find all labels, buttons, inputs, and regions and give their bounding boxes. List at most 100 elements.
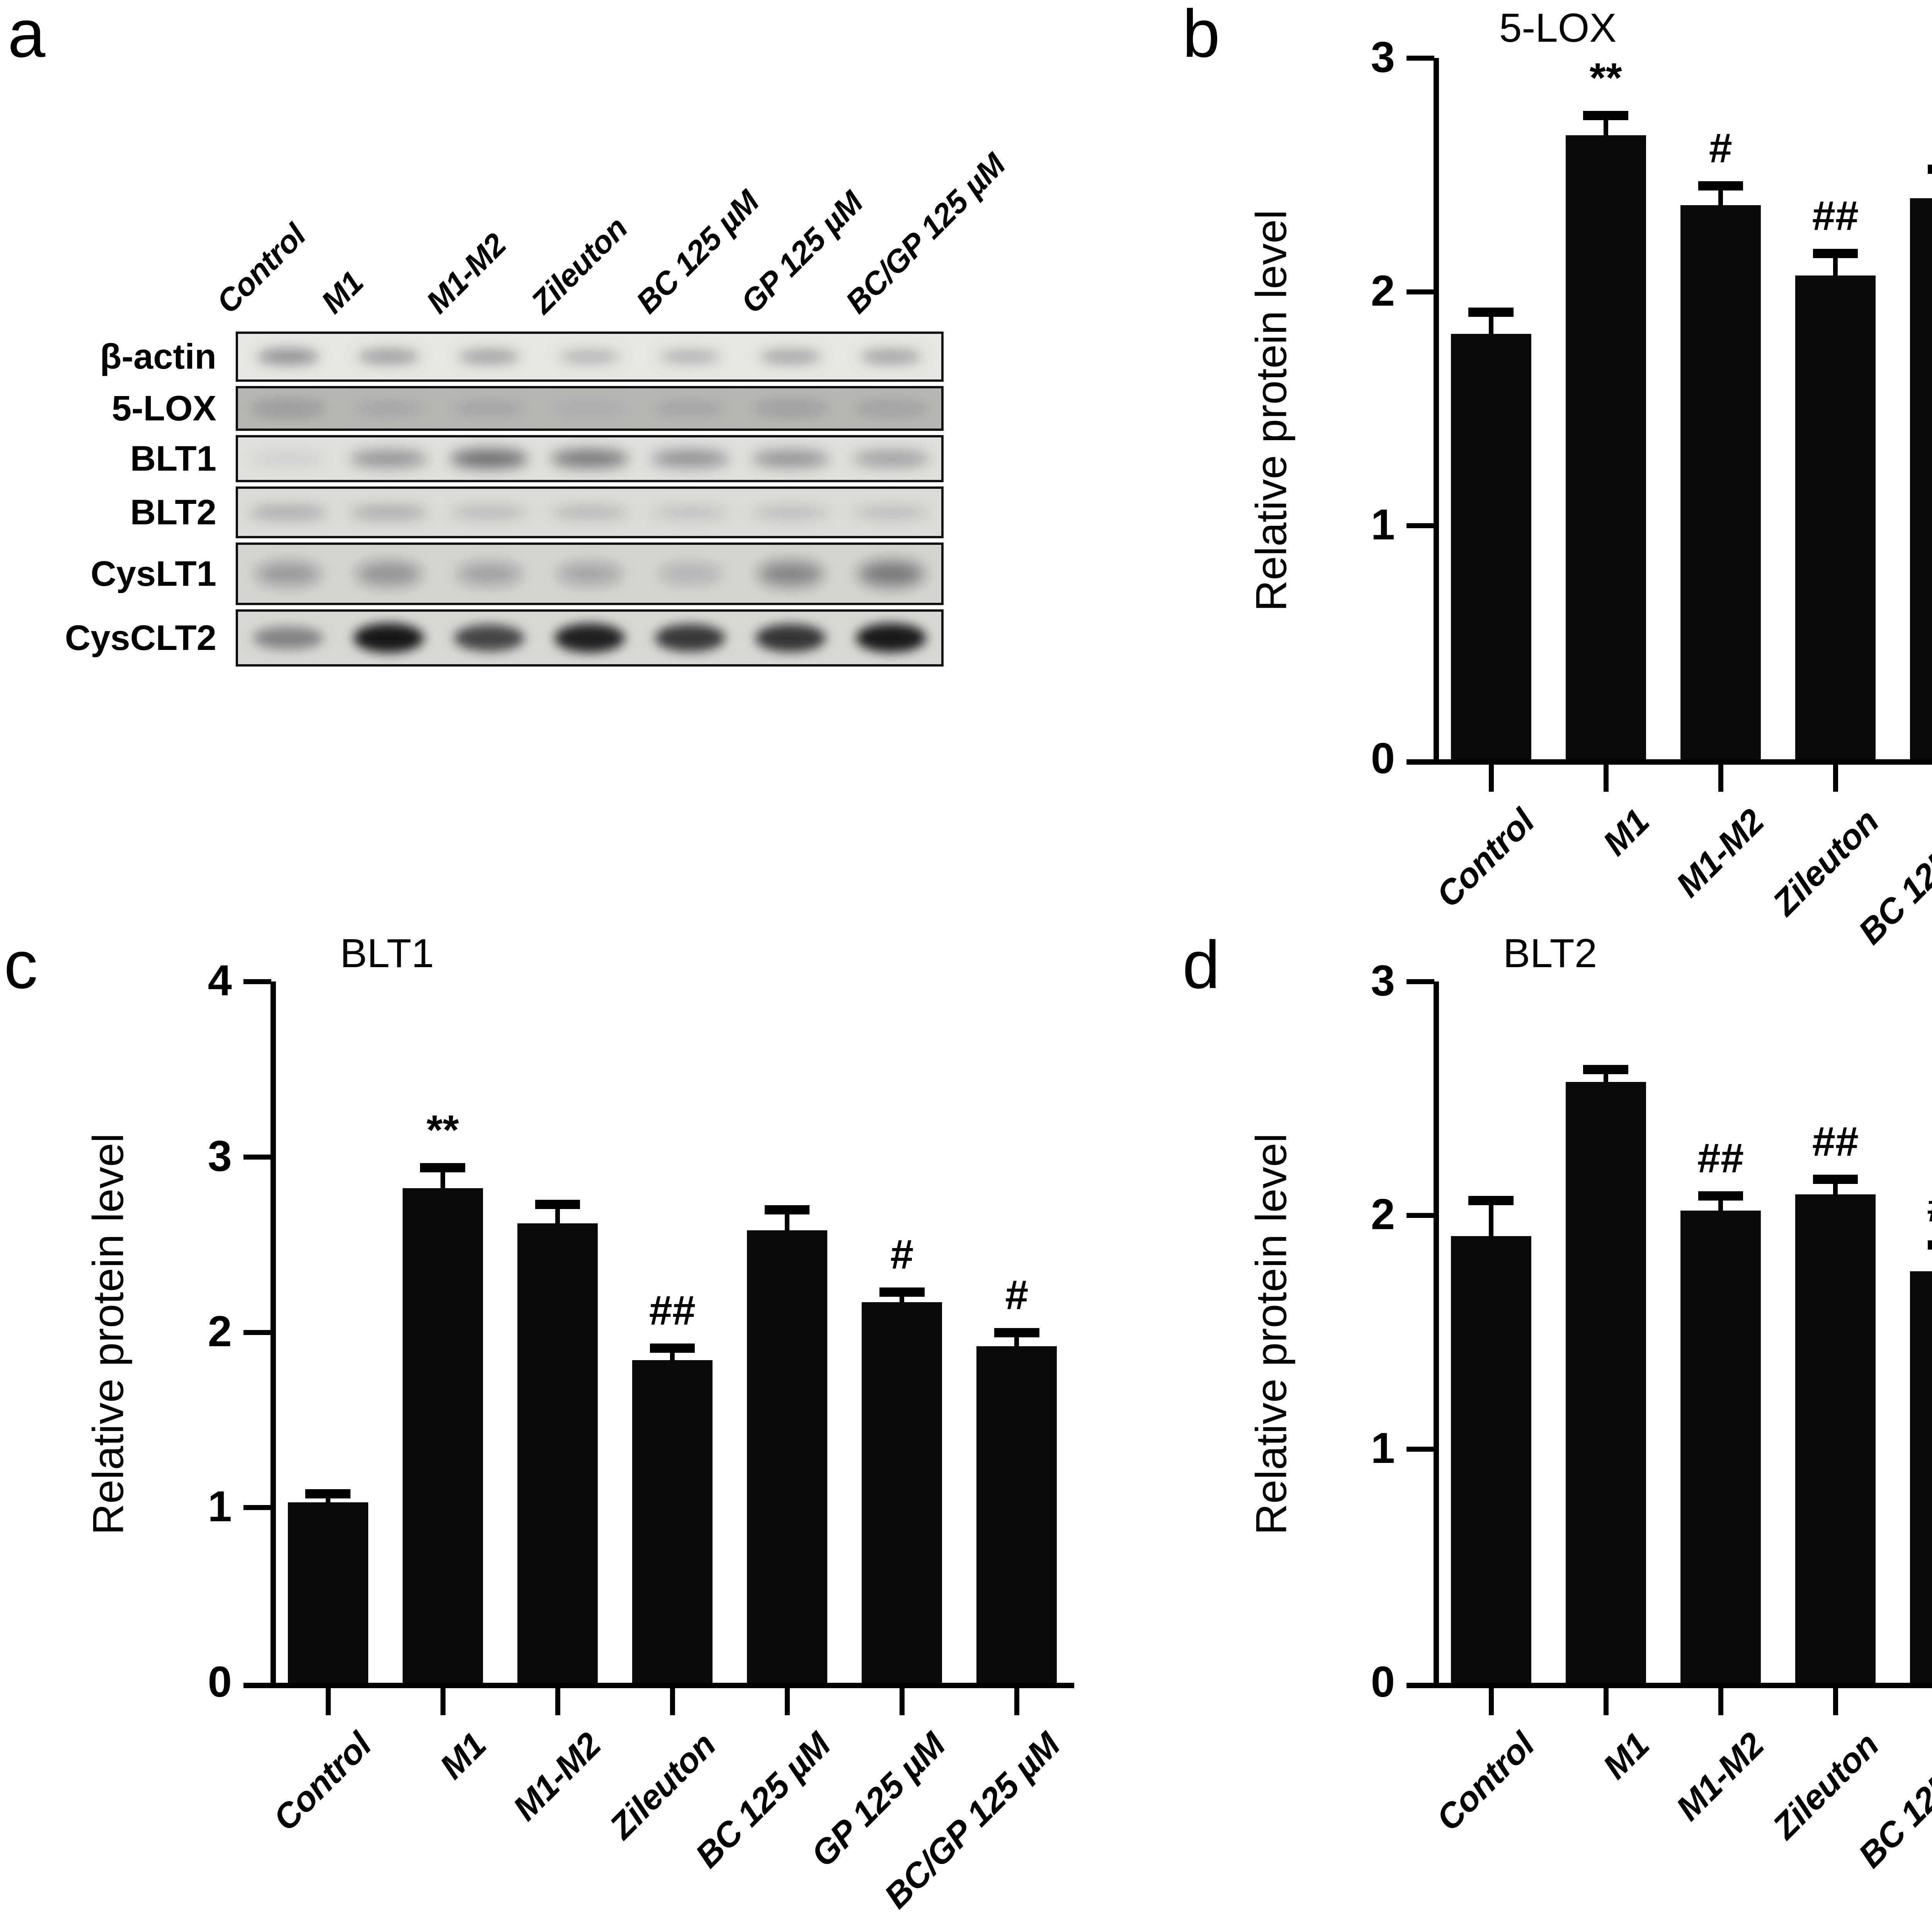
error-bar — [1603, 119, 1608, 135]
bar — [287, 1502, 368, 1683]
blot-band — [456, 562, 522, 585]
chart-title: BLT2 — [1503, 931, 1597, 976]
error-bar-cap — [535, 1200, 580, 1209]
significance-marker: # — [1005, 1271, 1029, 1318]
x-tick — [1603, 1688, 1609, 1715]
chart-title: 5-LOX — [1499, 5, 1617, 51]
blot-band — [558, 349, 621, 364]
blot-band — [755, 624, 826, 652]
error-bar — [785, 1213, 790, 1231]
error-bar-cap — [1813, 1175, 1858, 1184]
blot-lane — [841, 334, 941, 379]
plot-area: 0 1 2 3 4 Control ** M1 M1-M2 ## Zileuton BC 125 µM… — [208, 959, 1074, 1916]
x-tick — [670, 1688, 675, 1715]
blot-row-label: BLT2 — [130, 493, 216, 532]
blot-row-label: β-actin — [100, 337, 216, 376]
x-tick — [325, 1688, 331, 1715]
significance-marker: ## — [1888, 1186, 1932, 1228]
bar — [976, 1346, 1057, 1683]
blot-lane — [539, 437, 640, 480]
bar — [1565, 135, 1646, 759]
y-tick-label: 1 — [207, 1482, 232, 1531]
blot-lane — [539, 388, 640, 429]
blot-strip — [236, 609, 944, 667]
y-axis-label: Relative protein level — [1247, 209, 1296, 611]
y-tick-label: 2 — [207, 1307, 232, 1355]
blot-lane — [238, 334, 338, 379]
blot-band — [449, 399, 529, 418]
y-axis-label: Relative protein level — [1247, 1133, 1296, 1535]
blot-band — [249, 452, 328, 465]
blot-lane — [841, 388, 941, 429]
error-bar — [1718, 189, 1723, 206]
blot-lane — [439, 388, 539, 429]
blot-band — [852, 451, 930, 467]
blot-lane — [841, 437, 941, 480]
blot-lane — [640, 388, 740, 429]
blot-lane — [338, 489, 439, 536]
y-tick-label: 3 — [1371, 956, 1395, 1005]
blot-band — [257, 348, 320, 365]
blot-lane — [640, 334, 740, 379]
y-tick — [243, 979, 271, 984]
error-bar — [1488, 315, 1493, 334]
y-tick-label: 2 — [1371, 267, 1395, 315]
blot-lane — [841, 612, 941, 664]
significance-marker: # — [1709, 124, 1732, 171]
blot-lane — [841, 545, 941, 603]
blot-lane — [238, 489, 338, 536]
blot-lane-labels: Control M1 M1-M2 Zileuton BC 125 µM GP 125 µM… — [210, 66, 1012, 321]
blot-lane-label: M1-M2 — [419, 227, 513, 320]
y-tick-label: 1 — [1371, 500, 1395, 549]
error-bar-cap — [1698, 181, 1743, 190]
y-tick-label: 4 — [207, 956, 232, 1005]
bar — [862, 1302, 942, 1683]
x-tick — [1718, 1688, 1723, 1715]
bar — [1795, 1194, 1876, 1683]
blot-row-strips — [236, 332, 944, 671]
blot-lane — [740, 489, 841, 536]
y-tick — [1406, 56, 1434, 61]
blot-lane — [740, 388, 841, 429]
error-bar — [555, 1208, 560, 1224]
blot-band — [357, 349, 420, 365]
bar — [1451, 1236, 1531, 1683]
y-tick-label: 1 — [1371, 1424, 1395, 1472]
significance-marker: # — [1888, 111, 1932, 152]
blot-band — [349, 450, 428, 467]
error-bar-cap — [994, 1328, 1039, 1337]
blot-band — [757, 561, 824, 587]
blot-lane — [338, 612, 439, 664]
blot-strip — [236, 332, 944, 382]
y-tick — [1406, 289, 1434, 294]
y-tick — [1406, 523, 1434, 528]
blot-lane — [439, 612, 539, 664]
blot-lane — [740, 334, 841, 379]
blot-strip — [236, 543, 944, 605]
error-bar-cap — [420, 1163, 465, 1173]
blot-lane — [238, 437, 338, 480]
x-axis-line — [1406, 759, 1932, 765]
blot-band — [255, 562, 321, 586]
panel-letter-b: b — [1182, 0, 1220, 71]
blot-lane — [640, 437, 740, 480]
error-bar — [900, 1295, 905, 1303]
x-tick — [1014, 1688, 1020, 1715]
x-tick — [1833, 1688, 1838, 1715]
bar — [1680, 1210, 1761, 1683]
blot-band — [355, 561, 422, 586]
error-bar-cap — [1927, 165, 1932, 174]
blot-lane — [439, 545, 539, 603]
blot-lane — [640, 612, 740, 664]
blot-band — [449, 506, 529, 519]
error-bar-cap — [1583, 111, 1628, 121]
blot-band — [651, 450, 730, 468]
error-bar-cap — [764, 1205, 810, 1214]
blot-band — [759, 349, 822, 364]
blot-band — [750, 399, 831, 418]
significance-marker: # — [890, 1231, 914, 1278]
y-tick — [1406, 1213, 1434, 1218]
bar — [1680, 205, 1761, 759]
blot-lane — [539, 334, 640, 379]
